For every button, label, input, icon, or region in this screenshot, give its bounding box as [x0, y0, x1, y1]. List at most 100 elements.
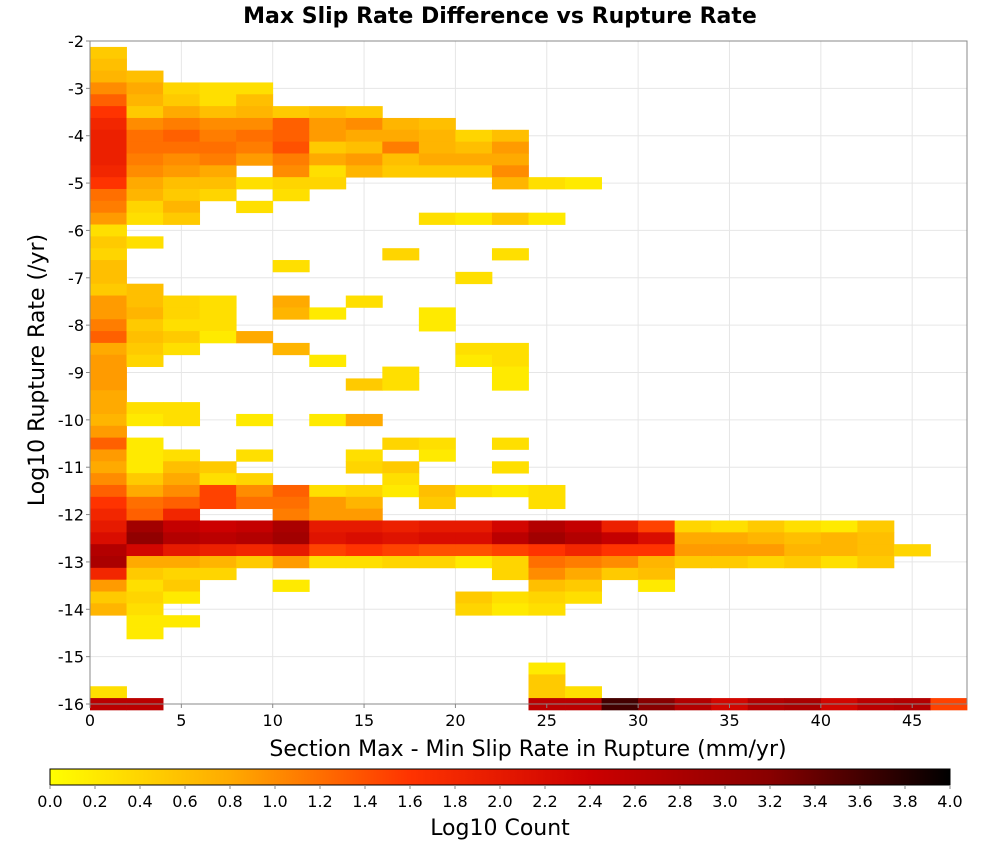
y-tick-label: -13 — [58, 553, 84, 572]
heatmap-cell — [163, 212, 201, 225]
heatmap-cell — [382, 437, 420, 450]
heatmap-cell — [565, 520, 602, 533]
colorbar-tick-label: 3.6 — [847, 792, 872, 811]
heatmap-cell — [90, 106, 127, 119]
heatmap-cell — [163, 496, 201, 510]
heatmap-cell — [199, 496, 237, 510]
heatmap-cell — [491, 129, 529, 143]
heatmap-cell — [711, 544, 749, 557]
heatmap-cell — [272, 520, 310, 533]
colorbar-tick-label: 2.0 — [487, 792, 512, 811]
heatmap-cell — [382, 544, 420, 557]
heatmap-cell — [126, 94, 164, 107]
heatmap-cell — [126, 508, 164, 521]
heatmap-cell — [345, 413, 383, 427]
heatmap-cell — [455, 532, 493, 545]
heatmap-cell — [90, 94, 127, 107]
heatmap-cell — [163, 165, 201, 178]
heatmap-cell — [199, 129, 237, 143]
heatmap-cell — [345, 544, 383, 557]
heatmap-cell — [199, 295, 237, 308]
heatmap-cell — [236, 413, 274, 427]
heatmap-cell — [601, 532, 639, 545]
heatmap-cell — [90, 248, 127, 261]
heatmap-cell — [491, 484, 529, 498]
heatmap-cell — [90, 556, 127, 569]
heatmap-cell — [90, 390, 127, 403]
y-tick-label: -3 — [68, 79, 84, 98]
heatmap-cell — [90, 366, 127, 379]
heatmap-cell — [272, 141, 310, 154]
heatmap-cell — [272, 177, 310, 190]
chart-title: Max Slip Rate Difference vs Rupture Rate — [243, 4, 757, 29]
heatmap-cell — [126, 461, 164, 474]
colorbar-tick-label: 2.8 — [667, 792, 692, 811]
heatmap-cell — [163, 532, 201, 545]
heatmap-cell — [382, 520, 420, 533]
heatmap-cell — [418, 496, 456, 510]
heatmap-cell — [236, 484, 274, 498]
heatmap-cell — [90, 212, 127, 225]
heatmap-cell — [309, 354, 347, 367]
heatmap-cell — [565, 544, 602, 557]
heatmap-cell — [199, 567, 237, 581]
heatmap-cell — [126, 70, 164, 83]
heatmap-cell — [90, 591, 127, 604]
x-tick-label: 30 — [628, 711, 648, 730]
heatmap-cell — [272, 556, 310, 569]
x-axis-label: Section Max - Min Slip Rate in Rupture (… — [269, 737, 786, 762]
heatmap-cell — [90, 496, 127, 510]
heatmap-cell — [565, 177, 602, 190]
heatmap-cell — [272, 295, 310, 308]
heatmap-cell — [126, 141, 164, 154]
heatmap-cell — [491, 461, 529, 474]
heatmap-cell — [638, 544, 676, 557]
heatmap-cell — [418, 212, 456, 225]
heatmap-cell — [309, 117, 347, 131]
heatmap-cell — [491, 366, 529, 379]
heatmap-cell — [565, 579, 602, 592]
heatmap-cell — [455, 165, 493, 178]
heatmap-cell — [674, 532, 712, 545]
colorbar-tick-label: 4.0 — [937, 792, 962, 811]
heatmap-cell — [126, 342, 164, 356]
heatmap-cell — [90, 177, 127, 190]
y-axis-label: Log10 Rupture Rate (/yr) — [25, 234, 50, 506]
heatmap-cell — [199, 331, 237, 344]
heatmap-cell — [309, 556, 347, 569]
heatmap-cell — [236, 331, 274, 344]
heatmap-cell — [309, 484, 347, 498]
heatmap-cell — [199, 82, 237, 95]
heatmap-cell — [126, 283, 164, 296]
heatmap-cell — [199, 544, 237, 557]
heatmap-cell — [199, 484, 237, 498]
heatmap-cell — [126, 117, 164, 131]
heatmap-cell — [491, 177, 529, 190]
heatmap-cell — [345, 129, 383, 143]
heatmap-cell — [309, 129, 347, 143]
heatmap-cell — [126, 449, 164, 462]
y-tick-label: -7 — [68, 269, 84, 288]
y-tick-label: -16 — [58, 695, 84, 714]
colorbar-tick-label: 3.8 — [892, 792, 917, 811]
heatmap-cell — [418, 449, 456, 462]
heatmap-cell — [491, 520, 529, 533]
heatmap-cell — [163, 615, 201, 628]
heatmap-cell — [90, 508, 127, 521]
colorbar-tick-label: 3.2 — [757, 792, 782, 811]
heatmap-cell — [163, 117, 201, 131]
heatmap-cell — [528, 212, 566, 225]
heatmap-cell — [345, 106, 383, 119]
colorbar-tick-label: 1.8 — [442, 792, 467, 811]
heatmap-cell — [126, 437, 164, 450]
heatmap-cell — [272, 484, 310, 498]
heatmap-cell — [382, 378, 420, 391]
x-tick-label: 5 — [176, 711, 186, 730]
x-tick-label: 45 — [902, 711, 922, 730]
heatmap-cell — [528, 520, 566, 533]
heatmap-cell — [747, 544, 785, 557]
heatmap-cell — [455, 141, 493, 154]
colorbar-tick-label: 2.6 — [622, 792, 647, 811]
heatmap-cell — [90, 473, 127, 486]
heatmap-cell — [90, 354, 127, 367]
